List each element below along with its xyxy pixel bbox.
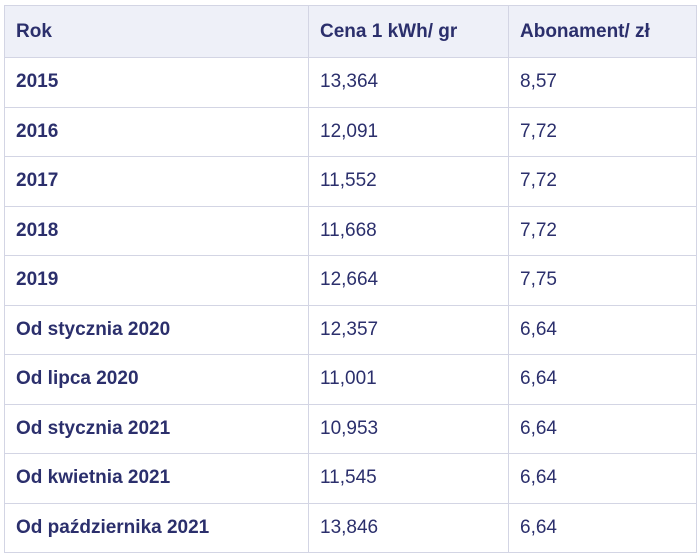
row-label: Od kwietnia 2021 — [4, 453, 309, 504]
table-row: 2019 12,664 7,75 — [4, 255, 697, 306]
table-cell: 13,846 — [308, 502, 509, 553]
table-cell: 12,664 — [308, 255, 509, 306]
table-row: 2016 12,091 7,72 — [4, 106, 697, 157]
table-cell: 7,72 — [508, 106, 697, 157]
header-row: Rok Cena 1 kWh/ gr Abonament/ zł — [4, 5, 697, 58]
row-label: 2017 — [4, 156, 309, 207]
table-row: 2015 13,364 8,57 — [4, 57, 697, 108]
row-label: 2018 — [4, 205, 309, 256]
header-cell: Rok — [4, 5, 309, 58]
table-cell: 12,357 — [308, 304, 509, 355]
table-row: Od lipca 2020 11,001 6,64 — [4, 354, 697, 405]
table-cell: 11,001 — [308, 354, 509, 405]
row-label: 2019 — [4, 255, 309, 306]
table-cell: 13,364 — [308, 57, 509, 108]
row-label: Od stycznia 2021 — [4, 403, 309, 454]
table-row: Od kwietnia 2021 11,545 6,64 — [4, 453, 697, 504]
table-cell: 7,75 — [508, 255, 697, 306]
table-cell: 11,552 — [308, 156, 509, 207]
table-body: 2015 13,364 8,57 2016 12,091 7,72 2017 11,552 7,… — [4, 57, 697, 553]
price-table: Rok Cena 1 kWh/ gr Abonament/ zł 2015 13,36… — [4, 5, 697, 553]
table-cell: 6,64 — [508, 354, 697, 405]
table-cell: 11,545 — [308, 453, 509, 504]
row-label: 2015 — [4, 57, 309, 108]
table-cell: 10,953 — [308, 403, 509, 454]
table-cell: 7,72 — [508, 205, 697, 256]
table-row: Od stycznia 2021 10,953 6,64 — [4, 403, 697, 454]
table-cell: 6,64 — [508, 453, 697, 504]
table-row: 2018 11,668 7,72 — [4, 205, 697, 256]
table-cell: 8,57 — [508, 57, 697, 108]
row-label: Od lipca 2020 — [4, 354, 309, 405]
table-row: 2017 11,552 7,72 — [4, 156, 697, 207]
table-row: Od stycznia 2020 12,357 6,64 — [4, 304, 697, 355]
row-label: 2016 — [4, 106, 309, 157]
table-cell: 11,668 — [308, 205, 509, 256]
table-cell: 7,72 — [508, 156, 697, 207]
table-cell: 6,64 — [508, 403, 697, 454]
row-label: Od października 2021 — [4, 502, 309, 553]
row-label: Od stycznia 2020 — [4, 304, 309, 355]
table-cell: 12,091 — [308, 106, 509, 157]
table-header: Rok Cena 1 kWh/ gr Abonament/ zł — [4, 5, 697, 58]
table-row: Od października 2021 13,846 6,64 — [4, 502, 697, 553]
table-cell: 6,64 — [508, 304, 697, 355]
header-cell: Cena 1 kWh/ gr — [308, 5, 509, 58]
header-cell: Abonament/ zł — [508, 5, 697, 58]
table-cell: 6,64 — [508, 502, 697, 553]
